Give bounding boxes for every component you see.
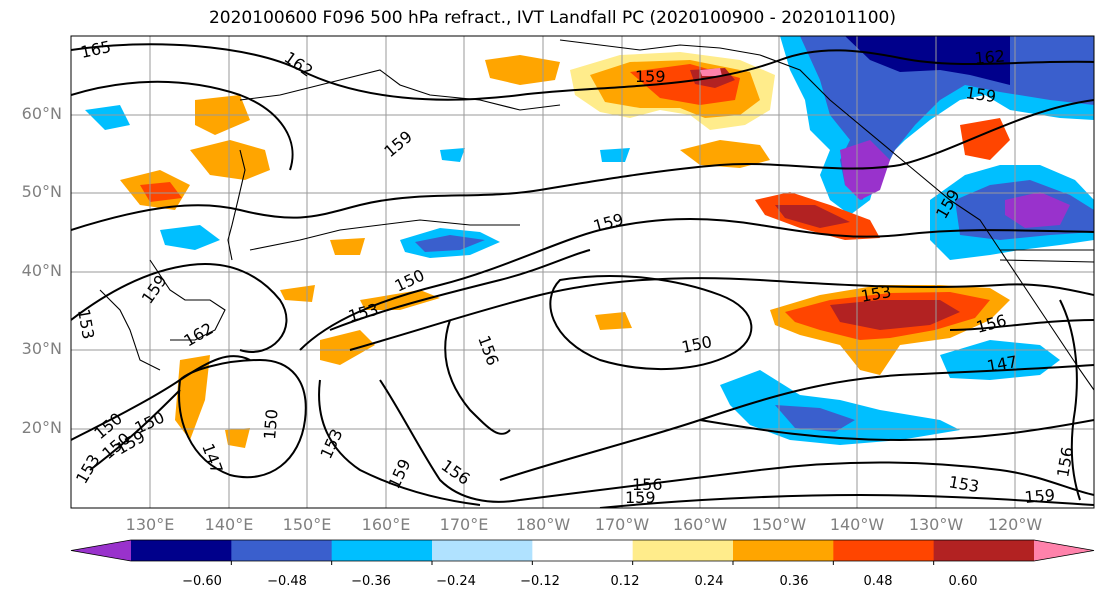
lon-label: 130°E [125, 515, 175, 534]
neg-region-subtrop [720, 370, 960, 445]
lat-label: 60°N [21, 104, 62, 123]
contour-lines [71, 43, 1094, 508]
colorbar-tick-label: 0.48 [863, 574, 893, 589]
pos-region-mid3 [595, 312, 632, 330]
lon-label: 170°E [439, 515, 489, 534]
colorbar-segment [833, 540, 935, 561]
contour-label: 159 [1024, 485, 1056, 507]
colorbar-tick-label: 0.36 [779, 574, 809, 589]
neg-region-subtrop-inner [775, 405, 855, 432]
contour-label: 159 [964, 83, 997, 106]
neg-region-okhotsk [85, 105, 130, 130]
colorbar-segment [231, 540, 333, 561]
lon-label: 170°W [594, 515, 650, 534]
colorbar-tick-label: −0.24 [436, 574, 476, 589]
colorbar-tick-label: −0.48 [267, 574, 307, 589]
colorbar-tick-label: 0.12 [610, 574, 640, 589]
coastlines [99, 39, 1094, 391]
lat-label: 50°N [21, 182, 62, 201]
lon-label: 120°W [987, 515, 1043, 534]
pos-region-mid5 [330, 238, 365, 255]
lat-label: 20°N [21, 418, 62, 437]
contour-label: 162 [974, 46, 1006, 68]
colorbar-tick-label: −0.60 [182, 574, 222, 589]
lon-label: 160°E [361, 515, 411, 534]
contour-label: 150 [260, 408, 282, 440]
pos-region-gulf2 [680, 140, 770, 168]
contour-label: 159 [635, 67, 666, 86]
contour-label: 156 [632, 475, 663, 494]
lon-label: 180°W [515, 515, 571, 534]
neg-region-gulf [840, 140, 890, 200]
lat-label: 40°N [21, 261, 62, 280]
colorbar-tick-label: −0.36 [351, 574, 391, 589]
pos-region-mid1 [320, 330, 375, 365]
colorbar-outline [70, 539, 1095, 562]
pos-region-mid6 [225, 428, 250, 448]
lat-label: 30°N [21, 339, 62, 358]
neg-region-asia [160, 225, 220, 250]
colorbar [70, 539, 1095, 565]
neg-region-pnw-core [1005, 192, 1070, 228]
pos-region-bering-peak [700, 68, 722, 76]
colorbar-segment [532, 540, 634, 561]
colorbar-segment [733, 540, 834, 561]
neg-region-small2 [440, 148, 465, 162]
map-frame [70, 35, 1095, 509]
pos-region-east-ar-core [830, 300, 960, 330]
colorbar-tick-label: 0.60 [948, 574, 978, 589]
lon-label: 160°W [672, 515, 728, 534]
colorbar-segment [933, 540, 1035, 561]
neg-region-small1 [600, 148, 630, 162]
pos-region-mid4 [280, 285, 315, 302]
colorbar-arrow-right [1034, 540, 1094, 561]
lon-label: 140°E [204, 515, 254, 534]
pos-region-mid2 [360, 290, 440, 310]
colorbar-tick-label: 0.24 [694, 574, 724, 589]
lon-label: 150°W [751, 515, 807, 534]
map-title: 2020100600 F096 500 hPa refract., IVT La… [208, 8, 896, 28]
pos-region-bering-w [485, 55, 560, 85]
pos-region-okhotsk [190, 140, 270, 180]
lon-label: 130°W [908, 515, 964, 534]
lon-label: 150°E [282, 515, 332, 534]
colorbar-segment [131, 540, 232, 561]
neg-region-kuril-inner [415, 235, 485, 252]
colorbar-segment [632, 540, 734, 561]
neg-region-alaska-core [845, 36, 1010, 85]
contour-label: 159 [625, 488, 656, 507]
colorbar-segment [432, 540, 533, 561]
colorbar-segment [331, 540, 433, 561]
colorbar-arrow-left [71, 540, 131, 561]
lon-label: 140°W [829, 515, 885, 534]
colorbar-tick-label: −0.12 [520, 574, 560, 589]
pos-region-goa-core [775, 205, 850, 228]
